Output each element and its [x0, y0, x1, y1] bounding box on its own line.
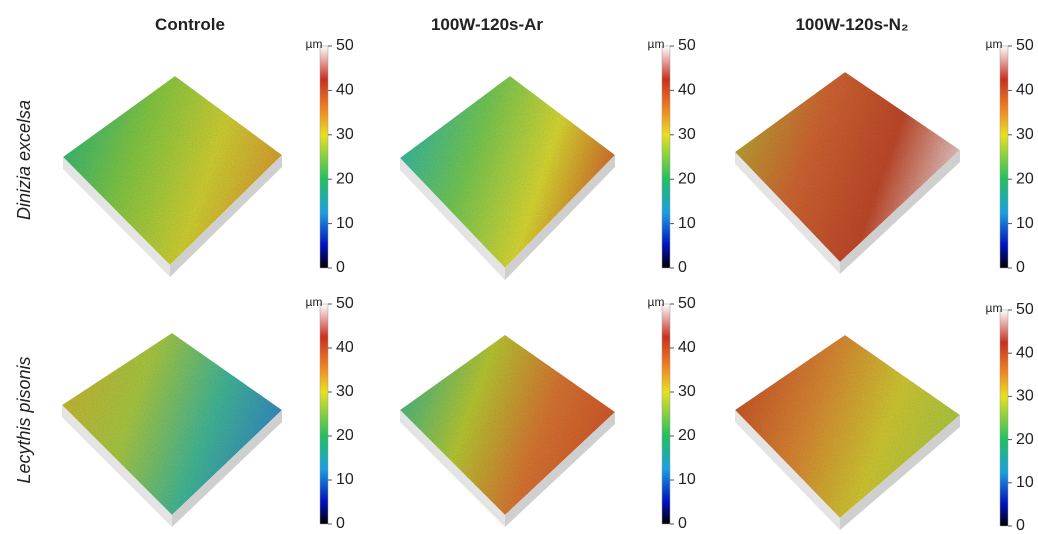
- colorbar-tick-label: 0: [678, 259, 687, 276]
- colorbar: [661, 303, 671, 525]
- colorbar: [999, 45, 1009, 269]
- colorbar-tick-label: 10: [678, 215, 696, 232]
- colorbar-tick-label: 30: [678, 126, 696, 143]
- colorbar-tick-label: 20: [1016, 431, 1034, 448]
- column-title: 100W-120s-N₂: [795, 15, 908, 34]
- surface-base: [505, 155, 615, 280]
- colorbar-tick-label: 30: [336, 126, 354, 143]
- colorbar-unit: µm: [306, 37, 323, 51]
- surface-base: [170, 155, 282, 277]
- surface-base: [840, 415, 960, 530]
- colorbar: [319, 45, 329, 269]
- colorbar: [999, 309, 1009, 527]
- colorbar: [661, 45, 671, 269]
- colorbar-unit: µm: [986, 37, 1003, 51]
- surface-topography: [62, 333, 282, 515]
- colorbar-tick-label: 50: [1016, 37, 1034, 54]
- column-title: Controle: [155, 15, 225, 34]
- colorbar-unit: µm: [648, 295, 665, 309]
- colorbar-tick-label: 30: [1016, 388, 1034, 405]
- colorbar-tick-label: 20: [1016, 170, 1034, 187]
- row-label: Dinizia excelsa: [14, 100, 34, 220]
- colorbar-tick-label: 50: [678, 37, 696, 54]
- colorbar-unit: µm: [648, 37, 665, 51]
- colorbar-tick-label: 20: [336, 427, 354, 444]
- row-label: Lecythis pisonis: [14, 356, 34, 483]
- colorbar-unit: µm: [986, 301, 1003, 315]
- surface-topography: [735, 72, 960, 262]
- colorbar-tick-label: 0: [1016, 259, 1025, 276]
- surface-topography: [63, 76, 282, 265]
- surface-topography: [400, 335, 615, 515]
- surface-base: [505, 412, 615, 527]
- colorbar-tick-label: 10: [1016, 215, 1034, 232]
- colorbar-tick-label: 50: [336, 295, 354, 312]
- surface-topography: [735, 335, 960, 518]
- colorbar-unit: µm: [306, 295, 323, 309]
- colorbar-tick-label: 40: [678, 82, 696, 99]
- surface-base: [400, 410, 505, 527]
- colorbar-tick-label: 50: [336, 37, 354, 54]
- colorbar-tick-label: 40: [1016, 82, 1034, 99]
- colorbar-tick-label: 0: [678, 515, 687, 532]
- surface-base: [62, 405, 172, 527]
- surface-base: [400, 158, 505, 280]
- surface-base: [735, 152, 840, 274]
- colorbar-tick-label: 50: [678, 295, 696, 312]
- surface-base: [63, 157, 170, 277]
- surface-base: [840, 150, 960, 274]
- colorbar-tick-label: 10: [336, 215, 354, 232]
- colorbar-tick-label: 10: [336, 471, 354, 488]
- surface-base: [172, 410, 282, 527]
- colorbar-tick-label: 40: [678, 339, 696, 356]
- colorbar-tick-label: 20: [678, 427, 696, 444]
- surface-topography: [400, 76, 615, 268]
- colorbar-tick-label: 40: [336, 82, 354, 99]
- colorbar-tick-label: 30: [1016, 126, 1034, 143]
- colorbar-tick-label: 20: [678, 170, 696, 187]
- colorbar-tick-label: 0: [336, 259, 345, 276]
- colorbar-tick-label: 50: [1016, 301, 1034, 318]
- colorbar: [319, 303, 329, 525]
- colorbar-tick-label: 40: [1016, 344, 1034, 361]
- colorbar-tick-label: 30: [678, 383, 696, 400]
- colorbar-tick-label: 0: [336, 515, 345, 532]
- surface-base: [735, 410, 840, 530]
- colorbar-tick-label: 20: [336, 170, 354, 187]
- colorbar-tick-label: 40: [336, 339, 354, 356]
- colorbar-tick-label: 30: [336, 383, 354, 400]
- colorbar-tick-label: 10: [678, 471, 696, 488]
- colorbar-tick-label: 10: [1016, 474, 1034, 491]
- colorbar-tick-label: 0: [1016, 517, 1025, 534]
- column-title: 100W-120s-Ar: [431, 15, 543, 34]
